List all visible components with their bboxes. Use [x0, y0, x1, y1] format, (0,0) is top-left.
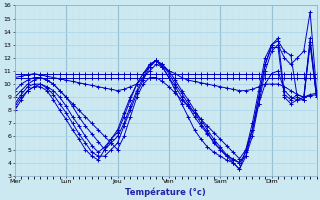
X-axis label: Température (°c): Température (°c) — [125, 187, 206, 197]
